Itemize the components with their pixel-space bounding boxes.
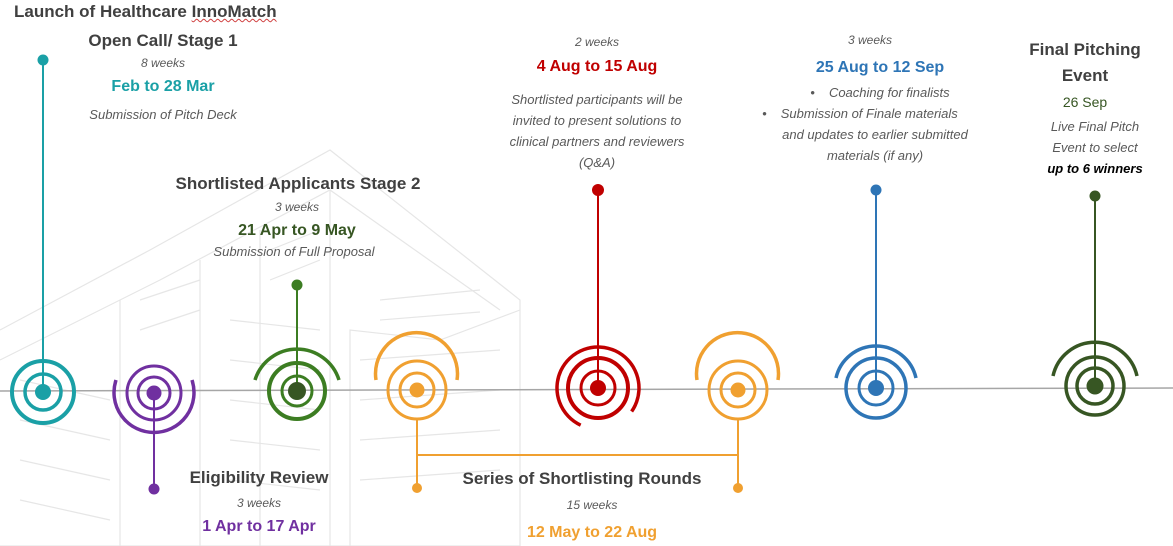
coaching-bullet2-line2: and updates to earlier submitted xyxy=(782,127,968,142)
launch-duration: 8 weeks xyxy=(140,56,186,70)
clinical-marker xyxy=(555,184,641,431)
eligibility-duration: 3 weeks xyxy=(236,496,282,510)
coaching-marker xyxy=(834,184,918,420)
eligibility-heading: Eligibility Review xyxy=(189,468,329,487)
final-heading-line2: Event xyxy=(1061,66,1109,85)
clinical-desc-line1: Shortlisted participants will be xyxy=(511,92,683,107)
coaching-bullet1: • Coaching for finalists xyxy=(810,85,950,100)
launch-dates: Feb to 28 Mar xyxy=(111,78,215,95)
launch-heading-line1: Launch of Healthcare InnoMatch xyxy=(14,2,277,21)
building-sketch-background xyxy=(0,149,521,546)
coaching-duration: 3 weeks xyxy=(847,33,893,47)
shortlisted-description: Submission of Full Proposal xyxy=(213,244,375,259)
eligibility-dates: 1 Apr to 17 Apr xyxy=(202,518,316,535)
final-desc-line2: Event to select xyxy=(1052,140,1138,155)
coaching-bullet2-line1: • Submission of Finale materials xyxy=(762,106,958,121)
rounds-marker xyxy=(373,330,781,493)
rounds-heading: Series of Shortlisting Rounds xyxy=(462,469,702,488)
clinical-duration: 2 weeks xyxy=(574,35,620,49)
shortlisted-duration: 3 weeks xyxy=(274,200,320,214)
clinical-desc-line2: invited to present solutions to xyxy=(512,113,682,128)
coaching-dates: 25 Aug to 12 Sep xyxy=(815,59,945,76)
final-heading-line1: Final Pitching xyxy=(1029,40,1141,59)
final-date: 26 Sep xyxy=(1062,94,1108,110)
coaching-bullet2-line3: materials (if any) xyxy=(826,148,924,163)
clinical-desc-line3: clinical partners and reviewers xyxy=(509,134,685,149)
rounds-duration: 15 weeks xyxy=(566,498,618,512)
final-desc-line1: Live Final Pitch xyxy=(1050,119,1140,134)
launch-description: Submission of Pitch Deck xyxy=(89,107,237,122)
eligibility-marker xyxy=(112,364,196,495)
shortlisted-heading: Shortlisted Applicants Stage 2 xyxy=(175,174,421,193)
rounds-dates: 12 May to 22 Aug xyxy=(526,524,658,541)
launch-marker xyxy=(10,54,76,425)
clinical-desc-line4: (Q&A) xyxy=(578,155,616,170)
launch-heading-line2: Open Call/ Stage 1 xyxy=(88,31,238,50)
bullet-dot: • xyxy=(810,85,815,100)
clinical-dates: 4 Aug to 15 Aug xyxy=(536,58,658,75)
shortlisted-marker xyxy=(253,279,341,421)
timeline-axis xyxy=(0,387,1173,392)
innomatch-word: InnoMatch xyxy=(191,2,277,21)
bullet-dot: • xyxy=(762,106,767,121)
shortlisted-dates: 21 Apr to 9 May xyxy=(238,222,356,239)
final-desc-line3: up to 6 winners xyxy=(1047,161,1143,176)
final-marker xyxy=(1051,190,1139,417)
